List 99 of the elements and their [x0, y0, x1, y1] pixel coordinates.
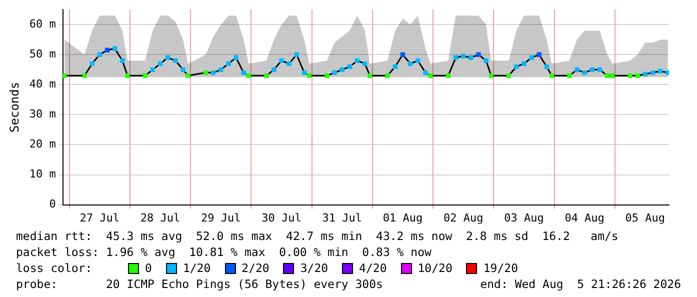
point [226, 61, 231, 66]
point [574, 67, 580, 72]
point [166, 55, 170, 60]
point [112, 46, 118, 51]
point [416, 58, 420, 63]
x-tick-label: 27 Jul [80, 211, 120, 224]
x-tick-label: 03 Aug [504, 211, 544, 224]
point [428, 73, 433, 78]
point [294, 52, 299, 57]
point [180, 67, 186, 72]
y-tick-label: 40 m [29, 78, 56, 91]
point [549, 73, 554, 78]
point [514, 64, 519, 69]
point [347, 64, 352, 69]
point [484, 58, 488, 63]
point [642, 72, 648, 77]
point [354, 58, 360, 63]
text: probe: 20 ICMP Echo Pings (56 Bytes) every 300s [16, 276, 383, 292]
y-tick-label: 50 m [29, 48, 56, 61]
x-tick-label: 30 Jul [262, 211, 302, 224]
point [234, 55, 238, 60]
point [90, 61, 94, 66]
point [408, 61, 413, 66]
point [332, 70, 337, 76]
point [658, 68, 663, 74]
legend-label: 3/20 [300, 260, 328, 276]
x-tick-label: 28 Jul [140, 211, 180, 224]
point [544, 64, 550, 69]
point [324, 73, 330, 78]
y-tick-label: 60 m [29, 17, 56, 30]
text: end: Wed Aug 5 21:26:26 2026 [480, 276, 681, 292]
x-tick-label: 01 Aug [382, 211, 423, 224]
legend-label: 19/20 [483, 260, 518, 276]
point [97, 52, 102, 57]
point [446, 73, 451, 78]
legend-label: 4/20 [359, 260, 387, 276]
point [302, 70, 307, 76]
point [453, 55, 458, 60]
point [62, 73, 67, 78]
point [529, 55, 534, 60]
y-tick-label: 10 m [29, 168, 56, 181]
point [210, 70, 216, 76]
text: median rtt: 45.3 ms avg 52.0 ms max 42.7 ms min 43.2 ms now 2.8 ms sd 16.2 am/s [16, 228, 620, 244]
point [590, 67, 594, 72]
point [650, 70, 656, 76]
x-tick-label: 05 Aug [625, 211, 666, 224]
point [468, 55, 474, 60]
legend-label: 10/20 [418, 260, 452, 276]
x-tick-label: 04 Aug [564, 211, 604, 224]
point [173, 58, 178, 63]
point [142, 73, 148, 78]
point [488, 73, 494, 78]
point [279, 58, 284, 63]
point [604, 73, 610, 78]
point [264, 73, 269, 78]
point [400, 52, 406, 57]
point [628, 73, 632, 78]
point [158, 61, 163, 66]
text: packet loss: 1.96 % avg 10.81 % max 0.00 % min 0.83 % now [16, 244, 432, 260]
point [241, 70, 246, 76]
point [476, 52, 481, 57]
point [506, 73, 512, 78]
point [567, 73, 572, 78]
point [522, 61, 526, 66]
point [582, 70, 587, 76]
point [306, 73, 312, 78]
y-tick-label: 20 m [29, 138, 56, 151]
point [597, 67, 602, 72]
point [125, 73, 130, 78]
x-tick-label: 29 Jul [201, 211, 241, 224]
point [536, 52, 542, 57]
point [104, 48, 110, 52]
point [82, 73, 87, 78]
point [461, 54, 466, 58]
point [218, 67, 224, 72]
point [120, 58, 125, 63]
point [635, 73, 640, 78]
x-tick-label: 31 Jul [322, 211, 362, 224]
point [362, 61, 368, 66]
point [368, 73, 372, 78]
y-tick-label: 30 m [29, 108, 56, 121]
y-axis-title: Seconds [7, 82, 22, 132]
y-tick-label: 0 [49, 198, 56, 211]
point [246, 73, 252, 78]
point [385, 73, 390, 78]
point [286, 61, 292, 66]
legend-label: 2/20 [242, 260, 270, 276]
point [186, 73, 190, 78]
point [203, 70, 208, 76]
point [392, 64, 398, 69]
legend-label: 0 [145, 260, 152, 276]
legend-title: loss color: [16, 260, 94, 276]
point [340, 67, 344, 72]
point [272, 67, 276, 72]
point [150, 67, 156, 72]
legend-label: 1/20 [182, 260, 211, 276]
x-tick-label: 02 Aug [443, 211, 484, 224]
point [610, 73, 615, 78]
point [423, 70, 428, 76]
